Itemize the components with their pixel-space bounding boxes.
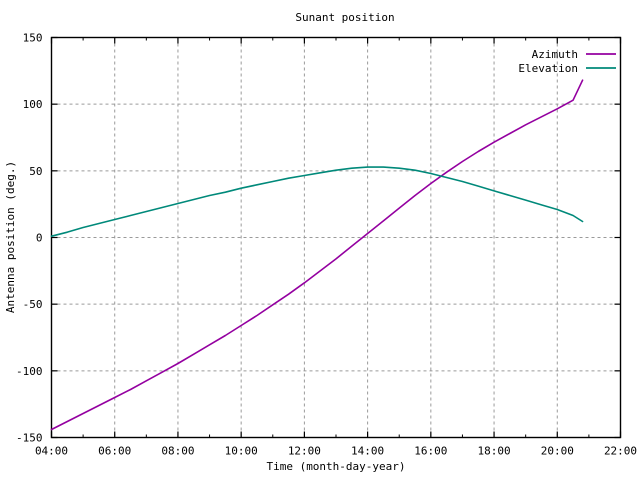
x-tick-label: 12:00	[288, 445, 321, 458]
y-tick-label: 150	[23, 32, 43, 45]
x-tick-labels: 04:00 06:00 08:00 10:00 12:00 14:00 16:00 18:00…	[35, 445, 637, 458]
y-tick-label: -100	[16, 365, 43, 378]
gridlines	[51, 37, 621, 438]
series-line-elevation	[50, 166, 584, 237]
x-tick-label: 10:00	[225, 445, 258, 458]
x-tick-label: 14:00	[351, 445, 384, 458]
y-tick-label: -150	[16, 432, 43, 445]
x-tick-label: 08:00	[161, 445, 194, 458]
x-tick-label: 20:00	[541, 445, 574, 458]
x-tick-label: 16:00	[414, 445, 447, 458]
x-tick-label: 22:00	[604, 445, 637, 458]
x-axis-label: Time (month-day-year)	[266, 460, 405, 473]
y-tick-label: 50	[29, 165, 42, 178]
y-tick-label: 0	[36, 232, 43, 245]
legend-label-elevation: Elevation	[518, 62, 578, 75]
series-line-azimuth	[50, 79, 584, 431]
x-tick-label: 04:00	[35, 445, 68, 458]
y-tick-label: -50	[23, 298, 43, 311]
y-axis-label: Antenna position (deg.)	[4, 161, 17, 313]
y-tick-labels: -150 -100 -50 0 50 100 150	[16, 32, 43, 445]
x-tick-label: 18:00	[477, 445, 510, 458]
legend-label-azimuth: Azimuth	[532, 48, 578, 61]
x-tick-label: 06:00	[98, 445, 131, 458]
y-tick-label: 100	[23, 98, 43, 111]
plot-frame	[50, 36, 622, 439]
chart-title: Sunant position	[295, 11, 394, 24]
data-series	[50, 79, 584, 431]
